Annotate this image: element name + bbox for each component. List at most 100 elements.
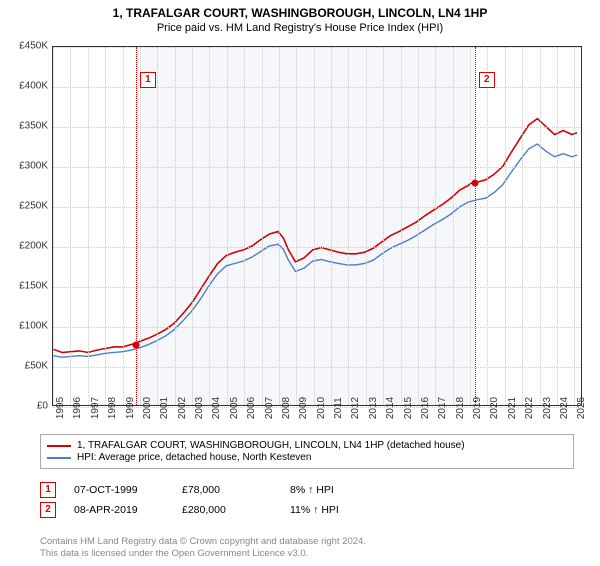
gridline-v [331, 47, 332, 405]
footer: Contains HM Land Registry data © Crown c… [40, 536, 366, 560]
gridline-v [418, 47, 419, 405]
x-axis-label: 1995 [55, 397, 66, 419]
chart-title: 1, TRAFALGAR COURT, WASHINGBOROUGH, LINC… [0, 6, 600, 20]
gridline-v [140, 47, 141, 405]
transaction-pct: 11% ↑ HPI [290, 504, 380, 516]
x-axis-label: 2015 [403, 397, 414, 419]
marker-box-1: 1 [140, 72, 156, 88]
transaction-row: 2 08-APR-2019 £280,000 11% ↑ HPI [40, 502, 380, 518]
gridline-v [487, 47, 488, 405]
gridline-v [157, 47, 158, 405]
legend: 1, TRAFALGAR COURT, WASHINGBOROUGH, LINC… [40, 434, 574, 469]
transaction-date: 07-OCT-1999 [74, 484, 164, 496]
y-axis-label: £250K [2, 201, 48, 212]
legend-item: 1, TRAFALGAR COURT, WASHINGBOROUGH, LINC… [47, 440, 567, 451]
x-axis-label: 2012 [350, 397, 361, 419]
gridline-v [244, 47, 245, 405]
y-axis-label: £0 [2, 401, 48, 412]
x-axis-label: 2018 [455, 397, 466, 419]
x-axis-label: 2019 [472, 397, 483, 419]
gridline-v [383, 47, 384, 405]
legend-swatch [47, 445, 71, 447]
plot-area: 12 [52, 46, 582, 406]
gridline-v [574, 47, 575, 405]
x-axis-label: 1999 [125, 397, 136, 419]
marker-line-2 [475, 47, 476, 405]
legend-item: HPI: Average price, detached house, Nort… [47, 452, 567, 463]
series-property [53, 119, 577, 353]
transaction-date: 08-APR-2019 [74, 504, 164, 516]
gridline-h [53, 47, 581, 48]
x-axis-label: 2003 [194, 397, 205, 419]
x-axis-label: 2000 [142, 397, 153, 419]
x-axis-label: 2017 [437, 397, 448, 419]
footer-line1: Contains HM Land Registry data © Crown c… [40, 536, 366, 548]
gridline-v [262, 47, 263, 405]
y-axis-label: £400K [2, 81, 48, 92]
y-axis-label: £450K [2, 41, 48, 52]
gridline-v [366, 47, 367, 405]
x-axis-label: 2008 [281, 397, 292, 419]
x-axis-label: 2009 [298, 397, 309, 419]
gridline-v [435, 47, 436, 405]
gridline-v [70, 47, 71, 405]
series-hpi [53, 144, 577, 357]
y-axis-label: £100K [2, 321, 48, 332]
chart-subtitle: Price paid vs. HM Land Registry's House … [0, 22, 600, 34]
gridline-v [522, 47, 523, 405]
x-axis-label: 1996 [72, 397, 83, 419]
gridline-v [123, 47, 124, 405]
x-axis-label: 2002 [177, 397, 188, 419]
gridline-h [53, 287, 581, 288]
gridline-v [470, 47, 471, 405]
x-axis-label: 2001 [159, 397, 170, 419]
transaction-price: £78,000 [182, 484, 272, 496]
transaction-pct: 8% ↑ HPI [290, 484, 380, 496]
gridline-v [227, 47, 228, 405]
gridline-v [192, 47, 193, 405]
x-axis-label: 2006 [246, 397, 257, 419]
gridline-v [279, 47, 280, 405]
x-axis-label: 2010 [316, 397, 327, 419]
gridline-v [453, 47, 454, 405]
y-axis-label: £50K [2, 361, 48, 372]
x-axis-label: 2007 [264, 397, 275, 419]
gridline-v [88, 47, 89, 405]
gridline-h [53, 167, 581, 168]
gridline-v [296, 47, 297, 405]
gridline-v [314, 47, 315, 405]
x-axis-label: 2025 [576, 397, 587, 419]
gridline-v [175, 47, 176, 405]
gridline-v [540, 47, 541, 405]
gridline-h [53, 367, 581, 368]
gridline-h [53, 327, 581, 328]
gridline-h [53, 247, 581, 248]
transaction-marker: 2 [40, 502, 56, 518]
line-svg [53, 47, 581, 405]
x-axis-label: 1997 [90, 397, 101, 419]
data-rows: 1 07-OCT-1999 £78,000 8% ↑ HPI 2 08-APR-2019 £… [40, 478, 380, 522]
x-axis-label: 2014 [385, 397, 396, 419]
legend-label: HPI: Average price, detached house, Nort… [77, 452, 311, 463]
gridline-h [53, 207, 581, 208]
x-axis-label: 2013 [368, 397, 379, 419]
x-axis-label: 2020 [489, 397, 500, 419]
marker-dot-2 [471, 180, 478, 187]
x-axis-label: 2022 [524, 397, 535, 419]
transaction-marker: 1 [40, 482, 56, 498]
gridline-v [401, 47, 402, 405]
y-axis-label: £350K [2, 121, 48, 132]
gridline-v [53, 47, 54, 405]
x-axis-label: 2004 [211, 397, 222, 419]
x-axis-label: 2021 [507, 397, 518, 419]
y-axis-label: £300K [2, 161, 48, 172]
x-axis-label: 2011 [333, 397, 344, 419]
x-axis-label: 2016 [420, 397, 431, 419]
gridline-v [209, 47, 210, 405]
transaction-price: £280,000 [182, 504, 272, 516]
y-axis-label: £200K [2, 241, 48, 252]
marker-box-2: 2 [479, 72, 495, 88]
gridline-v [557, 47, 558, 405]
legend-label: 1, TRAFALGAR COURT, WASHINGBOROUGH, LINC… [77, 440, 465, 451]
gridline-h [53, 127, 581, 128]
